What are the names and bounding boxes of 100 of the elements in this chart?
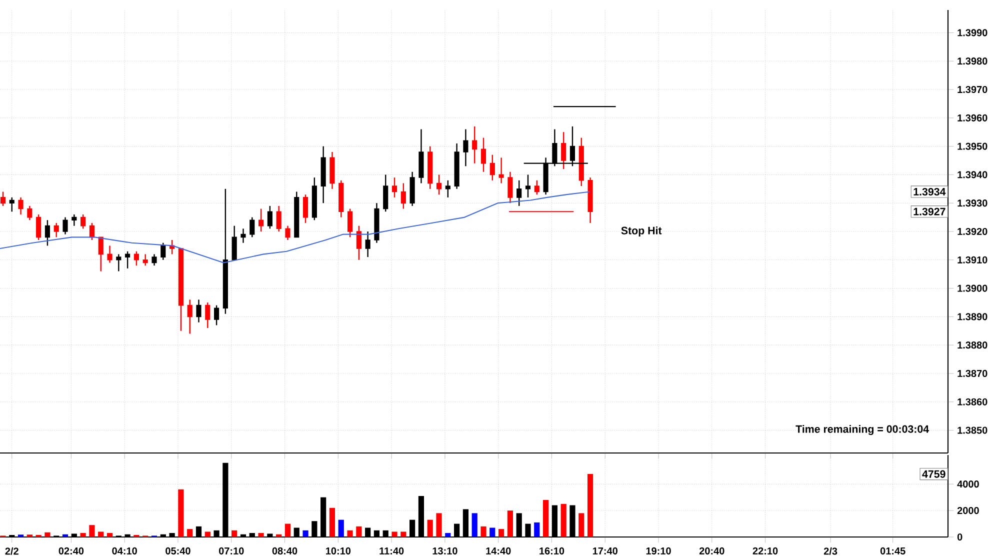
x-tick-label: 04:10 xyxy=(112,547,137,554)
bar xyxy=(436,513,442,537)
candlestick xyxy=(383,174,388,212)
candlestick xyxy=(134,250,139,266)
bar xyxy=(258,533,264,537)
y-tick-label: 1.3940 xyxy=(958,171,988,178)
candlestick xyxy=(516,180,522,207)
y-tick-label: 1.3980 xyxy=(958,58,988,65)
bar xyxy=(534,522,540,537)
x-tick-label: 10:10 xyxy=(326,547,351,554)
bar xyxy=(178,489,184,537)
candlestick xyxy=(276,205,282,232)
bar xyxy=(106,533,113,537)
y-tick-label: 1.3890 xyxy=(958,313,988,320)
bar xyxy=(232,530,238,537)
candlestick xyxy=(525,174,531,198)
bar xyxy=(400,532,406,537)
x-tick-label: 08:40 xyxy=(272,547,298,554)
x-tick-label: 2/3 xyxy=(824,547,838,555)
annotation: Stop Hit xyxy=(621,226,662,236)
y-tick-label: 2000 xyxy=(957,506,979,514)
candlestick xyxy=(44,220,50,246)
bar xyxy=(187,529,193,537)
candlestick xyxy=(107,245,112,264)
y-tick-label: 1.3970 xyxy=(958,86,988,94)
candlestick xyxy=(196,299,202,323)
candlestick xyxy=(160,242,166,260)
y-tick-label: 1.3930 xyxy=(958,200,988,207)
bar xyxy=(356,526,362,537)
candlestick xyxy=(472,126,478,164)
candlestick xyxy=(116,254,122,272)
bar xyxy=(62,534,68,537)
candlestick xyxy=(240,228,246,244)
bar xyxy=(204,532,210,537)
candlestick xyxy=(0,191,6,207)
bar xyxy=(445,533,451,537)
annotation: Time remaining = 00:03:04 xyxy=(796,424,929,435)
x-tick-label: 05:40 xyxy=(166,547,190,554)
candlestick xyxy=(365,230,370,258)
candlestick xyxy=(27,205,32,221)
candlestick xyxy=(508,171,513,204)
x-tick-label: 20:40 xyxy=(699,547,724,554)
candlestick xyxy=(267,205,272,230)
candlestick xyxy=(36,214,42,241)
x-tick-label: 2/2 xyxy=(5,547,18,555)
candlestick xyxy=(80,214,86,230)
x-tick-label: 17:40 xyxy=(592,547,618,554)
bar xyxy=(338,520,344,537)
bar xyxy=(276,534,282,537)
candlestick xyxy=(232,225,237,260)
candlestick xyxy=(18,196,24,216)
bar xyxy=(507,510,513,537)
y-tick-label: 1.3860 xyxy=(958,398,988,406)
x-tick-label: 22:10 xyxy=(752,547,778,554)
x-tick-label: 13:10 xyxy=(432,547,458,554)
candlestick xyxy=(534,180,540,196)
annotation: 1.3934 xyxy=(914,188,946,196)
candlestick xyxy=(214,304,220,326)
candlestick xyxy=(98,236,104,272)
candlestick xyxy=(356,225,362,260)
candlestick xyxy=(445,180,450,198)
bar xyxy=(80,533,86,537)
candlestick xyxy=(258,208,264,232)
bar xyxy=(490,528,496,537)
bar xyxy=(392,532,398,537)
x-tick-label: 07:10 xyxy=(218,547,244,554)
candlestick xyxy=(54,222,59,238)
bar xyxy=(560,504,566,537)
candlestick xyxy=(250,216,255,238)
annotation: 1.3927 xyxy=(914,208,946,216)
candlestick xyxy=(392,176,398,198)
annotation: 4759 xyxy=(922,470,946,478)
x-tick-label: 16:10 xyxy=(540,547,564,554)
y-tick-label: 1.3960 xyxy=(958,114,988,122)
bar xyxy=(578,513,584,537)
x-tick-label: 19:10 xyxy=(646,547,671,554)
x-tick-label: 11:40 xyxy=(380,547,404,554)
bar xyxy=(427,520,433,537)
candlestick xyxy=(142,254,148,266)
bar xyxy=(89,525,95,537)
candlestick xyxy=(125,250,130,270)
y-tick-label: 1.3950 xyxy=(958,142,988,150)
bar xyxy=(302,530,308,537)
x-tick-label: 14:40 xyxy=(486,547,511,554)
candlestick xyxy=(9,196,14,212)
y-tick-label: 0 xyxy=(957,533,962,541)
bar xyxy=(587,474,594,537)
candlestick xyxy=(463,128,468,167)
candlestick xyxy=(302,194,308,224)
y-tick-label: 1.3870 xyxy=(958,370,988,378)
candlestick xyxy=(285,225,290,241)
y-tick-label: 4000 xyxy=(957,480,979,488)
candlestick xyxy=(347,208,353,238)
y-tick-label: 1.3990 xyxy=(958,29,988,36)
bar xyxy=(347,530,353,537)
candlestick xyxy=(62,216,68,235)
bar xyxy=(329,508,336,537)
candlestick xyxy=(89,222,94,241)
y-tick-label: 1.3900 xyxy=(958,284,988,292)
candlestick xyxy=(561,132,566,170)
